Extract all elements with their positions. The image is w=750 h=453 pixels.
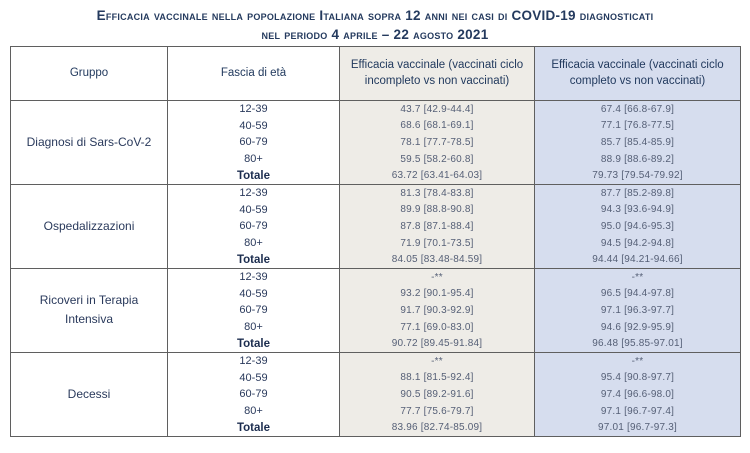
age-band-cell: 60-79 xyxy=(167,134,340,151)
efficacy-incomplete-cell: 77.1 [69.0-83.0] xyxy=(339,318,535,336)
group-label-ospedalizzazioni: Ospedalizzazioni xyxy=(10,183,168,269)
table-row: 40-59 93.2 [90.1-95.4] 96.5 [94.4-97.8] xyxy=(11,285,741,303)
age-band-cell: 40-59 xyxy=(167,117,340,135)
age-band-cell: 60-79 xyxy=(167,302,340,319)
group-label-decessi: Decessi xyxy=(10,351,168,437)
efficacy-complete-cell: 96.48 [95.85-97.01] xyxy=(534,335,741,353)
col-header-fascia: Fascia di età xyxy=(167,46,340,101)
table-row: Diagnosi di Sars-CoV-2 12-39 43.7 [42.9-… xyxy=(10,100,741,185)
age-band-cell: 12-39 xyxy=(167,183,340,202)
age-band-cell: 60-79 xyxy=(167,218,340,235)
efficacy-incomplete-cell: -** xyxy=(339,351,535,370)
col-header-gruppo: Gruppo xyxy=(10,46,168,101)
age-band-cell: 40-59 xyxy=(167,285,340,303)
efficacy-table-container: Gruppo Fascia di età Efficacia vaccinale… xyxy=(10,46,741,437)
age-band-cell: 12-39 xyxy=(167,267,340,286)
efficacy-complete-cell: 67.4 [66.8-67.9] xyxy=(534,100,741,118)
table-row: 60-79 90.5 [89.2-91.6] 97.4 [96.6-98.0] xyxy=(11,386,741,403)
table-row-totale: Totale 83.96 [82.74-85.09] 97.01 [96.7-9… xyxy=(11,419,741,437)
totale-label: Totale xyxy=(167,251,340,269)
totale-label: Totale xyxy=(167,419,340,437)
totale-label: Totale xyxy=(167,167,340,185)
col-header-completo: Efficacia vaccinale (vaccinati ciclo com… xyxy=(534,46,741,101)
efficacy-complete-cell: 94.44 [94.21-94.66] xyxy=(534,251,741,269)
table-row: 40-59 88.1 [81.5-92.4] 95.4 [90.8-97.7] xyxy=(11,369,741,387)
table-row: 80+ 59.5 [58.2-60.8] 88.9 [88.6-89.2] xyxy=(11,150,741,168)
header-row: Gruppo Fascia di età Efficacia vaccinale… xyxy=(10,46,741,101)
table-row: 60-79 78.1 [77.7-78.5] 85.7 [85.4-85.9] xyxy=(11,134,741,151)
efficacy-complete-cell: 97.1 [96.7-97.4] xyxy=(534,402,741,420)
age-band-cell: 80+ xyxy=(167,318,340,336)
age-band-cell: 12-39 xyxy=(167,100,340,118)
table-row: 40-59 89.9 [88.8-90.8] 94.3 [93.6-94.9] xyxy=(11,201,741,219)
efficacy-complete-cell: 94.6 [92.9-95.9] xyxy=(534,318,741,336)
age-band-cell: 40-59 xyxy=(167,369,340,387)
title-line-1: Efficacia vaccinale nella popolazione It… xyxy=(96,8,654,23)
table-row-totale: Totale 63.72 [63.41-64.03] 79.73 [79.54-… xyxy=(11,167,741,185)
efficacy-complete-cell: 87.7 [85.2-89.8] xyxy=(534,183,741,202)
efficacy-complete-cell: 94.5 [94.2-94.8] xyxy=(534,234,741,252)
efficacy-complete-cell: -** xyxy=(534,351,741,370)
table-row: 60-79 87.8 [87.1-88.4] 95.0 [94.6-95.3] xyxy=(11,218,741,235)
age-band-cell: 12-39 xyxy=(167,351,340,370)
totale-label: Totale xyxy=(167,335,340,353)
age-band-cell: 60-79 xyxy=(167,386,340,403)
table-row-totale: Totale 84.05 [83.48-84.59] 94.44 [94.21-… xyxy=(11,251,741,269)
efficacy-incomplete-cell: 89.9 [88.8-90.8] xyxy=(339,201,535,219)
efficacy-complete-cell: 97.1 [96.3-97.7] xyxy=(534,302,741,319)
efficacy-incomplete-cell: 59.5 [58.2-60.8] xyxy=(339,150,535,168)
age-band-cell: 40-59 xyxy=(167,201,340,219)
group-label-diagnosi: Diagnosi di Sars-CoV-2 xyxy=(10,100,168,185)
efficacy-complete-cell: 97.01 [96.7-97.3] xyxy=(534,419,741,437)
table-row: 40-59 68.6 [68.1-69.1] 77.1 [76.8-77.5] xyxy=(11,117,741,135)
efficacy-incomplete-cell: 63.72 [63.41-64.03] xyxy=(339,167,535,185)
table-row-totale: Totale 90.72 [89.45-91.84] 96.48 [95.85-… xyxy=(11,335,741,353)
efficacy-incomplete-cell: 87.8 [87.1-88.4] xyxy=(339,218,535,235)
efficacy-complete-cell: 88.9 [88.6-89.2] xyxy=(534,150,741,168)
age-band-cell: 80+ xyxy=(167,234,340,252)
efficacy-complete-cell: 96.5 [94.4-97.8] xyxy=(534,285,741,303)
efficacy-complete-cell: 95.4 [90.8-97.7] xyxy=(534,369,741,387)
table-row: Ospedalizzazioni 12-39 81.3 [78.4-83.8] … xyxy=(10,183,741,269)
efficacy-incomplete-cell: 68.6 [68.1-69.1] xyxy=(339,117,535,135)
efficacy-complete-cell: 85.7 [85.4-85.9] xyxy=(534,134,741,151)
efficacy-complete-cell: 95.0 [94.6-95.3] xyxy=(534,218,741,235)
efficacy-incomplete-cell: 71.9 [70.1-73.5] xyxy=(339,234,535,252)
efficacy-incomplete-cell: 93.2 [90.1-95.4] xyxy=(339,285,535,303)
table-row: 60-79 91.7 [90.3-92.9] 97.1 [96.3-97.7] xyxy=(11,302,741,319)
table-row: 80+ 77.1 [69.0-83.0] 94.6 [92.9-95.9] xyxy=(11,318,741,336)
group-label-ricoveri: Ricoveri in Terapia Intensiva xyxy=(10,267,168,353)
efficacy-incomplete-cell: 84.05 [83.48-84.59] xyxy=(339,251,535,269)
title-line-2: nel periodo 4 aprile – 22 agosto 2021 xyxy=(261,27,489,42)
efficacy-incomplete-cell: 43.7 [42.9-44.4] xyxy=(339,100,535,118)
efficacy-incomplete-cell: 81.3 [78.4-83.8] xyxy=(339,183,535,202)
efficacy-incomplete-cell: 91.7 [90.3-92.9] xyxy=(339,302,535,319)
table-title: Efficacia vaccinale nella popolazione It… xyxy=(0,0,750,44)
efficacy-incomplete-cell: 77.7 [75.6-79.7] xyxy=(339,402,535,420)
table-row: Decessi 12-39 -** -** xyxy=(10,351,741,437)
efficacy-complete-cell: 97.4 [96.6-98.0] xyxy=(534,386,741,403)
efficacy-incomplete-cell: 78.1 [77.7-78.5] xyxy=(339,134,535,151)
efficacy-incomplete-cell: 90.5 [89.2-91.6] xyxy=(339,386,535,403)
efficacy-incomplete-cell: 88.1 [81.5-92.4] xyxy=(339,369,535,387)
efficacy-complete-cell: 77.1 [76.8-77.5] xyxy=(534,117,741,135)
table-row: 80+ 71.9 [70.1-73.5] 94.5 [94.2-94.8] xyxy=(11,234,741,252)
efficacy-table: Gruppo Fascia di età Efficacia vaccinale… xyxy=(10,46,741,437)
efficacy-complete-cell: -** xyxy=(534,267,741,286)
efficacy-complete-cell: 94.3 [93.6-94.9] xyxy=(534,201,741,219)
efficacy-incomplete-cell: 83.96 [82.74-85.09] xyxy=(339,419,535,437)
table-row: Ricoveri in Terapia Intensiva 12-39 -** … xyxy=(10,267,741,353)
efficacy-incomplete-cell: 90.72 [89.45-91.84] xyxy=(339,335,535,353)
table-row: 80+ 77.7 [75.6-79.7] 97.1 [96.7-97.4] xyxy=(11,402,741,420)
efficacy-incomplete-cell: -** xyxy=(339,267,535,286)
efficacy-complete-cell: 79.73 [79.54-79.92] xyxy=(534,167,741,185)
col-header-incompleto: Efficacia vaccinale (vaccinati ciclo inc… xyxy=(339,46,535,101)
age-band-cell: 80+ xyxy=(167,150,340,168)
age-band-cell: 80+ xyxy=(167,402,340,420)
